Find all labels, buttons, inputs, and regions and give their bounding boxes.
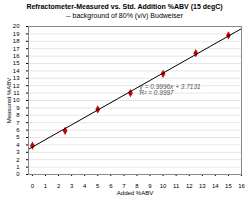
svg-text:15: 15 bbox=[225, 183, 232, 189]
svg-text:12: 12 bbox=[13, 83, 20, 89]
svg-text:1: 1 bbox=[44, 183, 48, 189]
svg-text:5: 5 bbox=[16, 134, 20, 140]
svg-text:10: 10 bbox=[13, 97, 20, 103]
svg-text:13: 13 bbox=[199, 183, 206, 189]
svg-text:16: 16 bbox=[13, 53, 20, 59]
svg-text:16: 16 bbox=[238, 183, 245, 189]
svg-text:13: 13 bbox=[13, 75, 20, 81]
svg-text:8: 8 bbox=[16, 112, 20, 118]
svg-text:9: 9 bbox=[16, 105, 20, 111]
svg-text:11: 11 bbox=[13, 90, 20, 96]
svg-text:10: 10 bbox=[160, 183, 167, 189]
svg-text:Added %ABV: Added %ABV bbox=[117, 190, 153, 196]
svg-text:12: 12 bbox=[186, 183, 193, 189]
svg-text:3: 3 bbox=[70, 183, 74, 189]
svg-text:7: 7 bbox=[16, 120, 20, 126]
svg-text:14: 14 bbox=[212, 183, 219, 189]
svg-text:17: 17 bbox=[13, 46, 20, 52]
svg-text:0: 0 bbox=[31, 183, 35, 189]
svg-text:4: 4 bbox=[16, 142, 20, 148]
svg-text:2: 2 bbox=[57, 183, 61, 189]
svg-text:15: 15 bbox=[13, 60, 20, 66]
svg-text:1: 1 bbox=[16, 164, 20, 170]
svg-text:8: 8 bbox=[135, 183, 139, 189]
svg-text:20: 20 bbox=[13, 23, 20, 29]
svg-text:3: 3 bbox=[16, 149, 20, 155]
svg-text:6: 6 bbox=[16, 127, 20, 133]
svg-text:11: 11 bbox=[173, 183, 180, 189]
svg-text:18: 18 bbox=[13, 38, 20, 44]
svg-text:0: 0 bbox=[16, 171, 20, 177]
svg-text:Measured %ABV: Measured %ABV bbox=[6, 78, 12, 124]
html-text:-- background of 80% (v/v) Bud: -- background of 80% (v/v) Budweiser bbox=[65, 12, 183, 19]
svg-text:6: 6 bbox=[109, 183, 113, 189]
html-text:Refractometer-Measured vs. Std: Refractometer-Measured vs. Std. Addition… bbox=[26, 3, 223, 10]
svg-text:14: 14 bbox=[13, 68, 20, 74]
svg-text:19: 19 bbox=[13, 31, 20, 37]
svg-text:9: 9 bbox=[148, 183, 152, 189]
svg-text:7: 7 bbox=[122, 183, 126, 189]
svg-text:5: 5 bbox=[96, 183, 100, 189]
svg-text:4: 4 bbox=[83, 183, 87, 189]
svg-text:2: 2 bbox=[16, 157, 20, 163]
svg-text:y = 0.9996x + 3.7131R² = 0.999: y = 0.9996x + 3.7131R² = 0.9997 bbox=[139, 83, 201, 97]
